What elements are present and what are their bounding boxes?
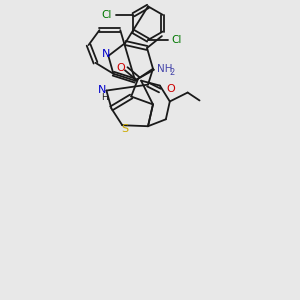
Text: Cl: Cl <box>172 35 182 45</box>
Text: H: H <box>101 93 108 102</box>
Text: O: O <box>167 84 176 94</box>
Text: 2: 2 <box>170 68 175 77</box>
Text: O: O <box>116 63 125 73</box>
Text: N: N <box>102 49 111 59</box>
Text: NH: NH <box>157 64 172 74</box>
Text: Cl: Cl <box>101 10 112 20</box>
Text: S: S <box>122 124 129 134</box>
Text: N: N <box>98 85 106 94</box>
